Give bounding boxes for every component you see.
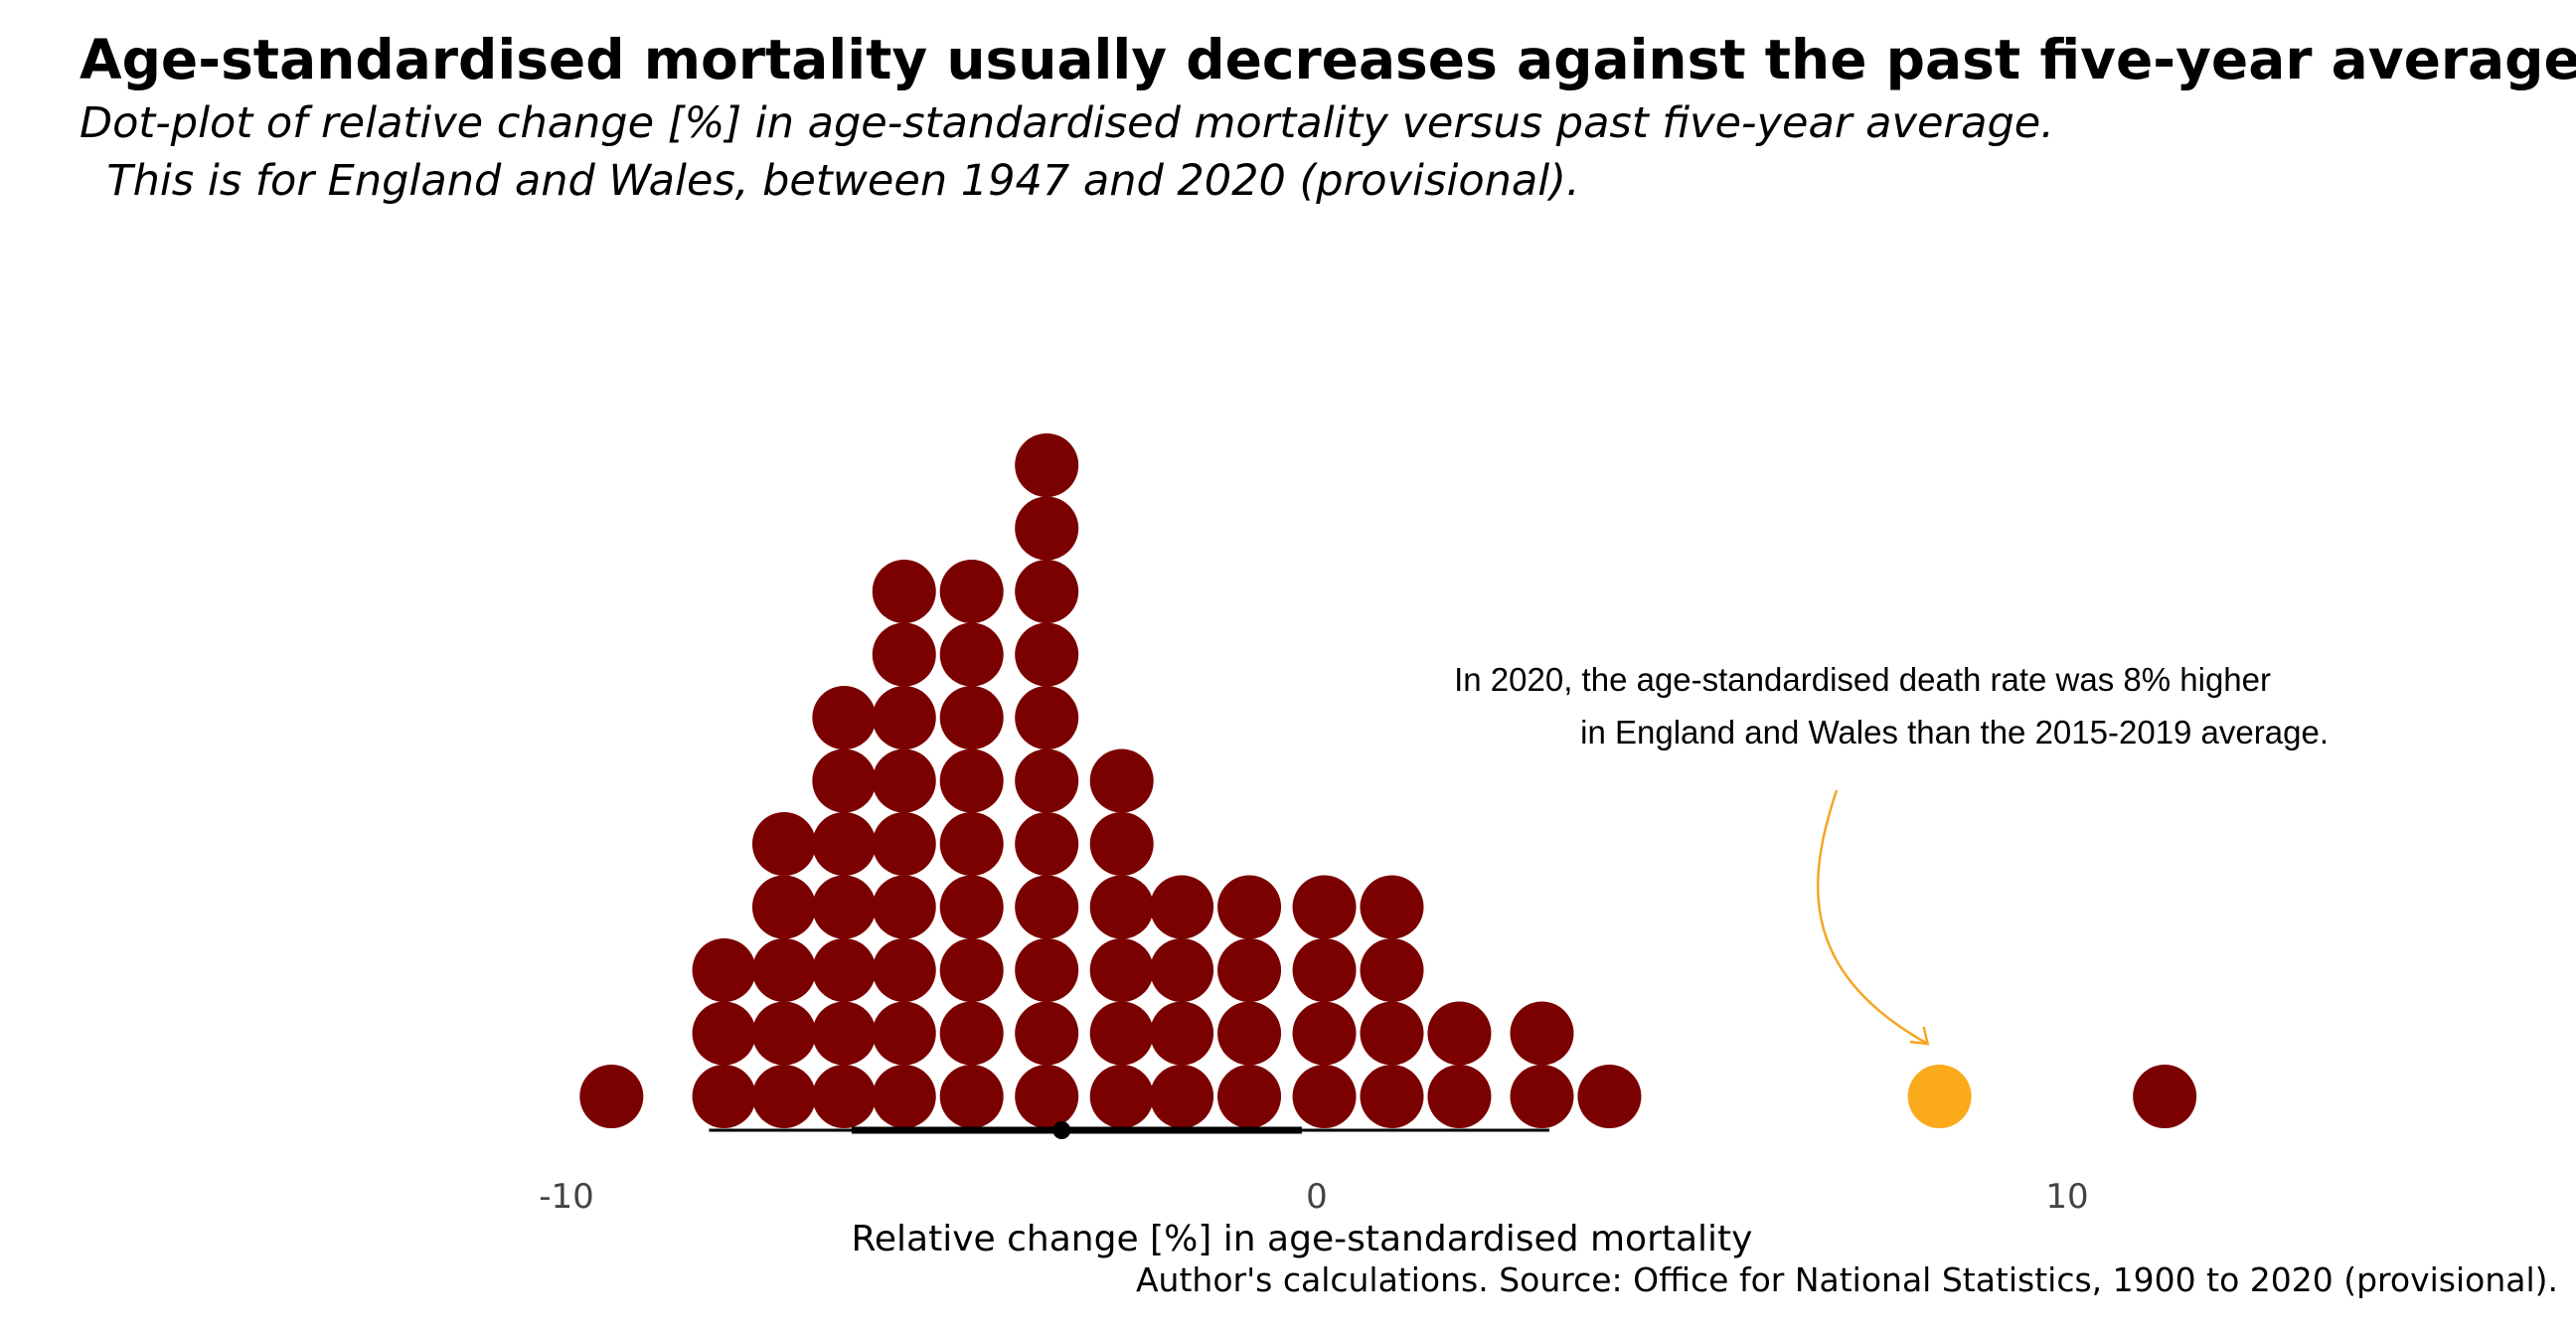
- data-dot: [1217, 938, 1282, 1002]
- x-tick-label: 10: [2045, 1177, 2088, 1217]
- data-dot: [1360, 875, 1424, 939]
- data-dot: [812, 938, 877, 1002]
- data-dot: [1015, 560, 1079, 623]
- data-dot: [1015, 496, 1079, 561]
- data-dot: [1577, 1065, 1642, 1128]
- data-dot: [939, 812, 1004, 876]
- data-dot: [1217, 1001, 1282, 1066]
- data-dot: [751, 875, 816, 939]
- data-dot: [872, 749, 936, 813]
- data-dot: [1089, 812, 1154, 876]
- dots-layer: [579, 433, 2197, 1128]
- highlight-dot-2020: [1907, 1065, 1972, 1128]
- annotation-layer: In 2020, the age-standardised death rate…: [1454, 661, 2329, 1046]
- data-dot: [1510, 1001, 1574, 1066]
- data-dot: [1089, 1001, 1154, 1066]
- data-dot: [751, 1001, 816, 1066]
- data-dot: [812, 812, 877, 876]
- data-dot: [872, 622, 936, 687]
- data-dot: [872, 875, 936, 939]
- data-dot: [1292, 875, 1357, 939]
- data-dot: [1089, 749, 1154, 813]
- data-dot: [692, 1065, 756, 1128]
- annotation-arrow: [1816, 789, 1929, 1046]
- data-dot: [751, 812, 816, 876]
- data-dot: [939, 686, 1004, 750]
- data-dot: [939, 560, 1004, 623]
- data-dot: [812, 875, 877, 939]
- data-dot: [1292, 1065, 1357, 1128]
- interval-layer: [709, 1121, 1550, 1139]
- data-dot: [1427, 1001, 1492, 1066]
- data-dot: [1015, 749, 1079, 813]
- data-dot: [1015, 938, 1079, 1002]
- data-dot: [939, 749, 1004, 813]
- data-dot: [1360, 938, 1424, 1002]
- data-dot: [2133, 1065, 2197, 1128]
- x-tick-label: 0: [1306, 1177, 1328, 1217]
- data-dot: [1150, 1065, 1214, 1128]
- data-dot: [812, 1065, 877, 1128]
- data-dot: [692, 1001, 756, 1066]
- data-dot: [1089, 1065, 1154, 1128]
- data-dot: [1015, 1001, 1079, 1066]
- data-dot: [812, 1001, 877, 1066]
- data-dot: [939, 875, 1004, 939]
- data-dot: [872, 1065, 936, 1128]
- data-dot: [872, 938, 936, 1002]
- data-dot: [1360, 1065, 1424, 1128]
- data-dot: [1292, 938, 1357, 1002]
- annotation-line-1: In 2020, the age-standardised death rate…: [1454, 661, 2271, 698]
- data-dot: [1015, 1065, 1079, 1128]
- x-tick-label: -10: [539, 1177, 594, 1217]
- data-dot: [939, 938, 1004, 1002]
- median-point: [1052, 1121, 1071, 1139]
- data-dot: [1089, 875, 1154, 939]
- data-dot: [1015, 686, 1079, 750]
- data-dot: [1015, 622, 1079, 687]
- data-dot: [1360, 1001, 1424, 1066]
- data-dot: [1217, 1065, 1282, 1128]
- data-dot: [939, 1065, 1004, 1128]
- data-dot: [872, 812, 936, 876]
- data-dot: [692, 938, 756, 1002]
- data-dot: [812, 686, 877, 750]
- data-dot: [1217, 875, 1282, 939]
- data-dot: [751, 1065, 816, 1128]
- data-dot: [939, 622, 1004, 687]
- data-dot: [579, 1065, 644, 1128]
- data-dot: [1427, 1065, 1492, 1128]
- annotation-line-2: in England and Wales than the 2015-2019 …: [1580, 714, 2329, 751]
- data-dot: [872, 1001, 936, 1066]
- data-dot: [1015, 812, 1079, 876]
- data-dot: [1292, 1001, 1357, 1066]
- data-dot: [1150, 1001, 1214, 1066]
- data-dot: [1015, 433, 1079, 497]
- chart-subtitle: Dot-plot of relative change [%] in age-s…: [80, 98, 2054, 206]
- annotation-arrowhead: [1909, 1026, 1930, 1046]
- data-dot: [1089, 938, 1154, 1002]
- x-axis-ticks: -10 0 10: [539, 1177, 2088, 1217]
- data-dot: [812, 749, 877, 813]
- data-dot: [1150, 875, 1214, 939]
- data-dot: [872, 560, 936, 623]
- data-dot: [1015, 875, 1079, 939]
- chart-title: Age-standardised mortality usually decre…: [80, 28, 2576, 91]
- data-dot: [751, 938, 816, 1002]
- x-axis-title: Relative change [%] in age-standardised …: [852, 1219, 1753, 1259]
- data-dot: [939, 1001, 1004, 1066]
- data-dot: [1150, 938, 1214, 1002]
- data-dot: [1510, 1065, 1574, 1128]
- data-dot: [872, 686, 936, 750]
- chart-caption: Author's calculations. Source: Office fo…: [1135, 1260, 2558, 1299]
